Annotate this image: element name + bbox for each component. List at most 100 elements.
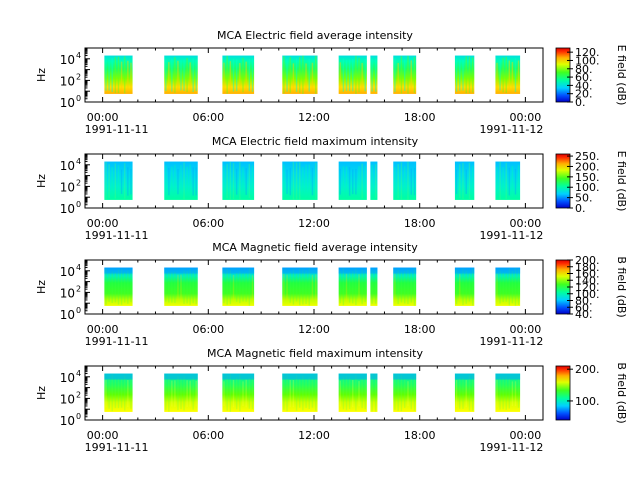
spectrogram-texture xyxy=(465,379,467,408)
spectrogram-texture xyxy=(177,169,179,195)
spectrogram-texture xyxy=(114,163,117,199)
spectrogram-top-band xyxy=(104,373,133,380)
spectrogram-texture xyxy=(168,272,170,303)
spectrogram-texture xyxy=(117,269,120,305)
spectrogram-texture xyxy=(315,274,317,301)
spectrogram-texture xyxy=(339,168,341,195)
spectrogram-texture xyxy=(374,373,377,412)
y-tick-exponent: 2 xyxy=(76,178,81,187)
spectrogram-texture xyxy=(292,379,295,408)
spectrogram-texture xyxy=(174,164,176,198)
spectrogram-segment xyxy=(370,161,378,200)
spectrogram-segment xyxy=(222,373,255,412)
spectrogram-texture xyxy=(397,270,399,305)
spectrogram-segment xyxy=(164,55,198,94)
spectrogram-texture xyxy=(232,162,235,199)
spectrogram-texture xyxy=(511,270,514,304)
spectrogram-texture xyxy=(245,273,247,302)
spectrogram-texture xyxy=(130,272,132,303)
spectrogram-texture xyxy=(180,274,182,301)
colorbar-tick-label: 100. xyxy=(575,54,600,67)
spectrogram-texture xyxy=(339,62,341,89)
spectrogram-texture xyxy=(292,63,295,89)
y-tick-label: 10 xyxy=(60,180,75,194)
spectrogram-texture xyxy=(114,272,117,303)
spectrogram-texture xyxy=(462,377,464,409)
spectrogram-texture xyxy=(177,376,179,411)
y-tick-exponent: 0 xyxy=(76,94,81,103)
spectrogram-texture xyxy=(514,267,517,306)
colorbar-tick-label: 250. xyxy=(575,150,600,163)
colorbar-tick-label: 0. xyxy=(575,202,586,215)
colorbar: 40.60.80.100.120.140.160.180.200. B field… xyxy=(555,254,628,321)
spectrogram-texture xyxy=(358,166,360,197)
spectrogram-segment xyxy=(393,267,417,306)
spectrogram-texture xyxy=(514,58,517,92)
spectrogram-texture xyxy=(232,274,235,301)
colorbar-tick-label: 120. xyxy=(575,46,600,59)
spectrogram-texture xyxy=(232,379,235,408)
spectrogram-texture xyxy=(374,58,377,92)
spectrogram-texture xyxy=(342,58,345,92)
x-tick-label: 00:00 xyxy=(87,111,119,124)
spectrogram-texture xyxy=(352,59,354,92)
spectrogram-texture xyxy=(299,268,301,306)
spectrogram-texture xyxy=(410,377,412,410)
spectrogram-texture xyxy=(174,380,176,407)
spectrogram-texture xyxy=(165,59,167,92)
spectrogram-segment xyxy=(282,267,314,306)
spectrogram-texture xyxy=(245,168,247,195)
spectrogram-texture xyxy=(251,165,254,198)
spectrogram-texture xyxy=(364,272,366,302)
spectrogram-segment xyxy=(104,55,133,94)
y-tick-exponent: 0 xyxy=(76,200,81,209)
spectrogram-texture xyxy=(251,377,254,410)
spectrogram-texture xyxy=(239,63,241,89)
colorbar-tick-label: 40. xyxy=(575,79,593,92)
x-tick-label: 00:00 xyxy=(87,217,119,230)
spectrogram-texture xyxy=(496,379,498,408)
x-tick-label: 06:00 xyxy=(192,429,224,442)
spectrogram-texture xyxy=(242,57,244,93)
spectrogram-texture xyxy=(192,376,194,410)
spectrogram-texture xyxy=(195,59,197,91)
spectrogram-texture xyxy=(180,377,182,410)
spectrogram-top-band xyxy=(104,267,133,274)
x-date-left: 1991-11-11 xyxy=(85,335,149,348)
spectrogram-texture xyxy=(130,377,132,409)
spectrogram-texture xyxy=(226,55,228,94)
spectrogram-texture xyxy=(192,167,194,196)
spectrogram-texture xyxy=(508,268,511,306)
spectrogram-texture xyxy=(404,378,406,408)
spectrogram-texture xyxy=(283,56,285,94)
spectrogram-texture xyxy=(239,374,241,412)
spectrogram-texture xyxy=(111,271,113,303)
x-tick-label: 18:00 xyxy=(404,323,436,336)
colorbar-gradient xyxy=(555,153,571,209)
spectrogram-segment xyxy=(282,161,314,200)
spectrogram-segment xyxy=(222,161,255,200)
spectrogram-segment xyxy=(370,55,378,94)
spectrogram-texture xyxy=(168,167,170,196)
spectrogram-texture xyxy=(108,377,110,409)
spectrogram-texture xyxy=(342,268,345,306)
x-date-right: 1991-11-12 xyxy=(479,123,543,136)
spectrogram-texture xyxy=(397,164,399,199)
spectrogram-texture xyxy=(345,59,348,91)
spectrogram-texture xyxy=(295,162,298,200)
spectrogram-texture xyxy=(364,59,366,92)
spectrogram-texture xyxy=(235,273,238,302)
spectrogram-texture xyxy=(499,60,501,91)
spectrogram-texture xyxy=(239,271,241,304)
spectrogram-texture xyxy=(468,56,471,94)
spectrogram-texture xyxy=(248,267,251,306)
spectrogram-top-band xyxy=(370,267,378,274)
spectrogram-texture xyxy=(189,164,191,198)
spectrogram-segment xyxy=(104,267,133,306)
spectrogram-texture xyxy=(502,167,504,196)
y-tick-label: 10 xyxy=(60,392,75,406)
